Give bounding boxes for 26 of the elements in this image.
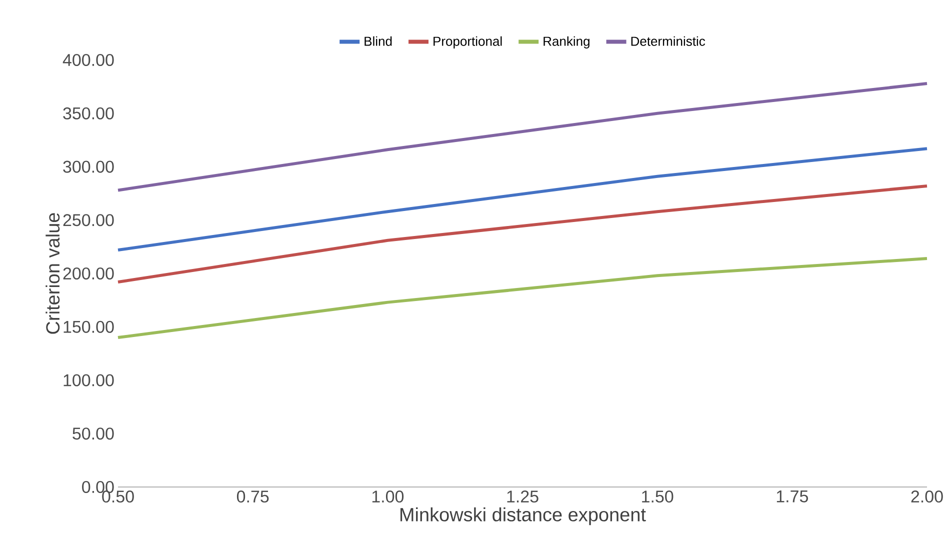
line-series	[116, 82, 928, 192]
legend-label: Deterministic	[631, 36, 706, 46]
x-tick-label: 1.75	[776, 490, 808, 502]
x-tick-label: 0.50	[102, 490, 134, 503]
x-tick-label: 1.00	[372, 490, 404, 503]
x-axis-title: Minkowski distance exponent	[400, 507, 646, 526]
line-series	[116, 147, 928, 252]
y-tick-label: 0.00	[82, 480, 114, 494]
line-series	[116, 184, 928, 284]
x-tick-label: 2.00	[911, 490, 943, 503]
y-tick-label: 300.00	[63, 160, 114, 173]
y-tick-label: 100.00	[64, 374, 114, 386]
y-tick-label: 350.00	[63, 107, 114, 120]
y-tick-label: 150.00	[64, 320, 114, 333]
legend-label: Ranking	[544, 36, 590, 48]
y-tick-label: 200.00	[63, 267, 114, 280]
legend-label: Proportional	[434, 36, 502, 48]
y-tick-label: 50.00	[72, 428, 114, 440]
y-axis-title: Criterion value	[46, 213, 60, 334]
y-tick-label: 400.00	[62, 54, 114, 66]
x-tick-label: 0.75	[236, 490, 269, 503]
legend-label: Blind	[364, 36, 392, 46]
y-tick-label: 250.00	[63, 214, 114, 226]
x-tick-label: 1.50	[642, 490, 674, 503]
x-tick-label: 1.25	[507, 490, 538, 503]
line-series	[116, 257, 928, 340]
